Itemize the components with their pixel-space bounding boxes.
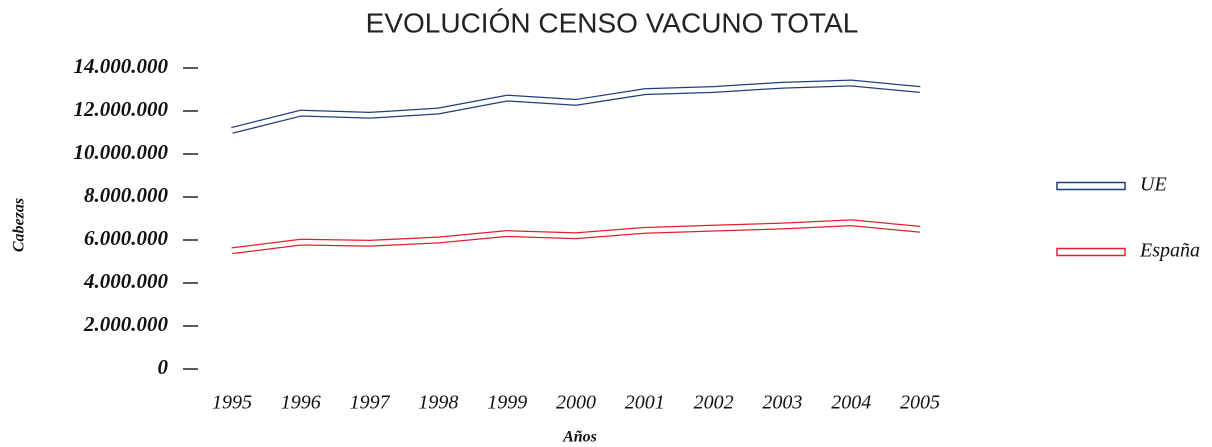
y-axis-title: Cabezas [11,198,28,252]
x-tick-label: 1995 [212,392,252,414]
legend-label: UE [1140,174,1167,196]
line-inner [231,80,921,133]
x-tick-label: 2004 [831,392,871,414]
x-axis-title: Años [562,429,597,446]
legend-label: España [1139,240,1200,262]
x-tick-label: 1998 [418,392,458,414]
legend-symbol [1056,181,1126,191]
y-tick-label: 14.000.000 [74,54,169,78]
x-tick-label: 2001 [625,392,665,414]
y-tick-label: 6.000.000 [84,226,169,250]
x-tick-label: 2005 [900,392,940,414]
y-tick-label: 4.000.000 [83,269,169,293]
line [231,79,921,134]
x-tick-label: 2003 [762,392,802,414]
line-inner [231,220,921,253]
x-tick-label: 1996 [281,392,321,414]
y-tick-label: 10.000.000 [74,140,169,164]
x-tick-label: 1997 [350,392,391,414]
x-tick-label: 1999 [487,392,527,414]
y-tick-label: 0 [158,355,169,379]
x-tick-label: 2002 [694,392,734,414]
y-tick-label: 8.000.000 [84,183,169,207]
chart-title: EVOLUCIÓN CENSO VACUNO TOTAL [366,7,859,38]
x-tick-label: 2000 [556,392,596,414]
y-tick-label: 12.000.000 [74,97,169,121]
legend-symbol [1056,247,1126,257]
y-tick-label: 2.000.000 [83,312,169,336]
